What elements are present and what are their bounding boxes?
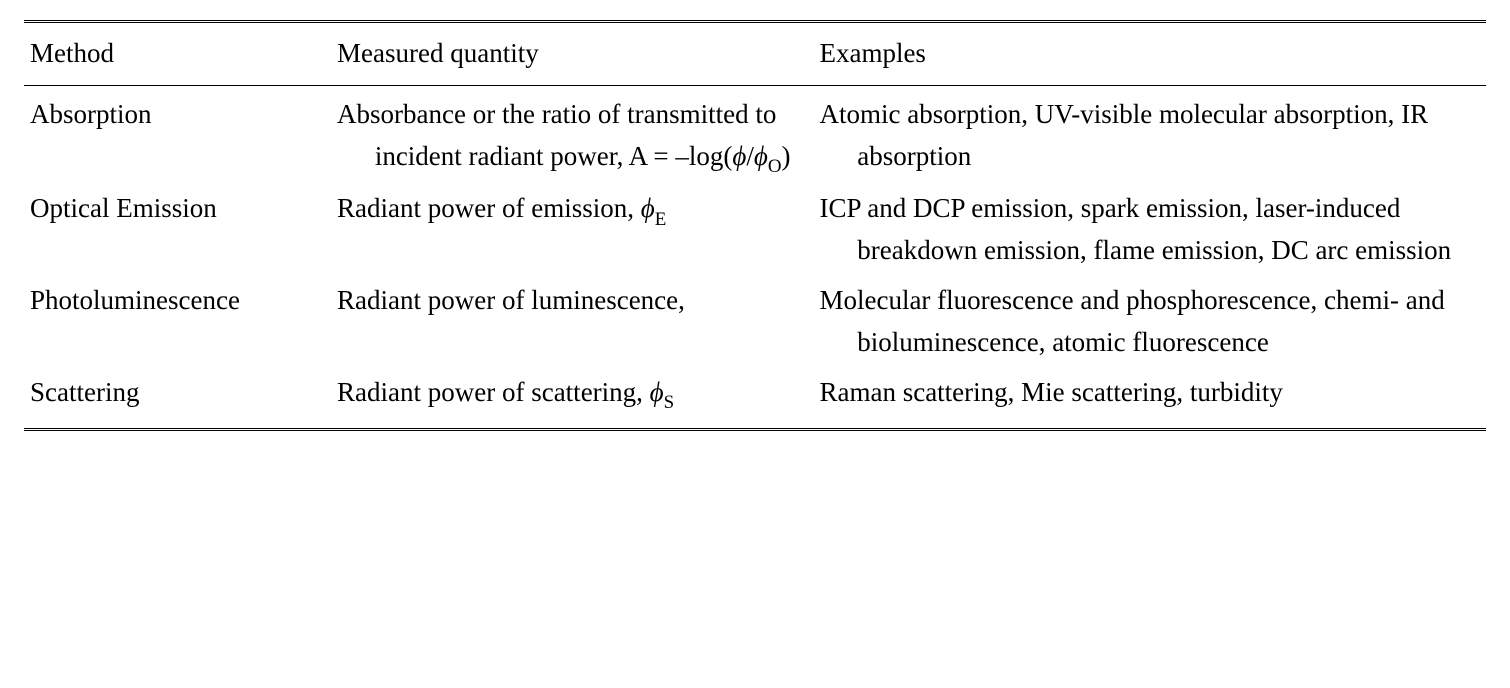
cell-method: Scattering [30,372,325,414]
cell-measured: Radiant power of emission, ϕE [337,188,807,233]
cell-examples: Atomic absorption, UV-visible molecular … [819,94,1480,178]
cell-measured: Radiant power of luminescence, [337,280,807,322]
table-row: Scattering Radiant power of scattering, … [24,364,1486,430]
col-header-measured: Measured quantity [331,22,813,86]
table-row: Optical Emission Radiant power of emissi… [24,180,1486,272]
cell-measured: Absorbance or the ratio of transmitted t… [337,94,807,181]
cell-examples: Molecular fluorescence and phosphorescen… [819,280,1480,364]
cell-method: Optical Emission [30,188,325,230]
col-header-method: Method [24,22,331,86]
spectroscopy-methods-table: Method Measured quantity Examples Absorp… [24,20,1486,431]
cell-method: Absorption [30,94,325,136]
cell-measured: Radiant power of scattering, ϕS [337,372,807,417]
table-row: Photoluminescence Radiant power of lumin… [24,272,1486,364]
cell-method: Photoluminescence [30,280,325,322]
table-body: Absorption Absorbance or the ratio of tr… [24,85,1486,430]
cell-examples: Raman scattering, Mie scattering, turbid… [819,372,1480,414]
table-header-row: Method Measured quantity Examples [24,22,1486,86]
cell-examples: ICP and DCP emission, spark emission, la… [819,188,1480,272]
col-header-examples: Examples [813,22,1486,86]
table-row: Absorption Absorbance or the ratio of tr… [24,85,1486,180]
